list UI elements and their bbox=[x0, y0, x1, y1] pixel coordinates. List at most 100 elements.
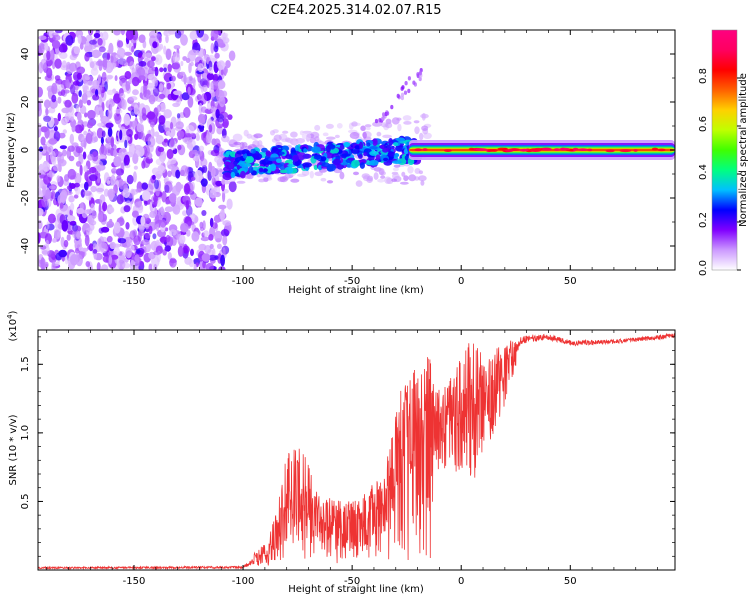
heatmap-cell bbox=[135, 188, 142, 193]
heatmap-cell bbox=[44, 189, 52, 200]
heatmap-cell bbox=[108, 255, 113, 265]
snr-series bbox=[38, 332, 675, 570]
heatmap-cell bbox=[43, 115, 52, 122]
heatmap-cell bbox=[206, 78, 210, 89]
heatmap-cell bbox=[65, 35, 74, 46]
heatmap-cell bbox=[117, 40, 124, 48]
y-tick-label: 0.5 bbox=[20, 493, 31, 509]
heatmap-cell bbox=[421, 125, 429, 131]
heatmap-cell bbox=[123, 205, 131, 213]
heatmap-cell bbox=[400, 92, 405, 98]
heatmap-cell bbox=[196, 30, 205, 38]
heatmap-cell bbox=[60, 189, 68, 201]
heatmap-cell bbox=[487, 149, 495, 152]
heatmap-cell bbox=[238, 160, 246, 167]
heatmap-cell bbox=[176, 130, 185, 139]
heatmap-cell bbox=[187, 221, 195, 226]
heatmap-cell bbox=[276, 158, 282, 163]
x-tick-label: 50 bbox=[564, 276, 577, 287]
heatmap-cell bbox=[198, 145, 205, 152]
heatmap-cell bbox=[144, 232, 151, 239]
heatmap-cell bbox=[221, 135, 230, 143]
heatmap-cell bbox=[58, 249, 68, 258]
heatmap-cell bbox=[181, 92, 190, 101]
heatmap-cell bbox=[158, 93, 166, 100]
heatmap-cell bbox=[210, 149, 220, 157]
heatmap-cell bbox=[42, 149, 47, 154]
heatmap-cell bbox=[216, 113, 225, 123]
heatmap-cell bbox=[185, 200, 189, 210]
heatmap-cell bbox=[248, 165, 254, 174]
heatmap-cell bbox=[393, 164, 401, 168]
heatmap-cell bbox=[172, 52, 181, 63]
heatmap-cell bbox=[183, 107, 191, 118]
heatmap-cell bbox=[182, 245, 190, 254]
heatmap-cell bbox=[341, 153, 351, 157]
heatmap-cell bbox=[302, 130, 312, 134]
heatmap-cell bbox=[168, 193, 177, 203]
heatmap-cell bbox=[362, 131, 367, 139]
heatmap-cell bbox=[134, 133, 139, 140]
heatmap-cell bbox=[230, 151, 237, 158]
heatmap-cell bbox=[179, 71, 186, 76]
heatmap-cell bbox=[89, 39, 98, 45]
heatmap-cell bbox=[131, 45, 135, 53]
heatmap-cell bbox=[201, 132, 205, 141]
x-tick-label: 50 bbox=[564, 576, 577, 587]
heatmap-cell bbox=[236, 180, 246, 184]
heatmap-cell bbox=[220, 180, 231, 185]
heatmap-cell bbox=[279, 176, 288, 183]
heatmap-cell bbox=[303, 148, 308, 153]
heatmap-cell bbox=[118, 180, 128, 190]
x-tick-label: 0 bbox=[458, 576, 464, 587]
heatmap-cell bbox=[258, 167, 264, 173]
heatmap-cell bbox=[72, 80, 80, 86]
heatmap-cell bbox=[326, 180, 334, 184]
heatmap-cell bbox=[109, 241, 116, 250]
heatmap-cell bbox=[110, 55, 114, 63]
heatmap-cell bbox=[134, 254, 140, 262]
heatmap-cell bbox=[52, 238, 57, 243]
heatmap-cell bbox=[326, 163, 336, 172]
heatmap-cell bbox=[216, 243, 222, 250]
heatmap-cell bbox=[170, 75, 176, 82]
heatmap-cell bbox=[58, 132, 66, 139]
heatmap-cell bbox=[577, 148, 589, 152]
heatmap-cell bbox=[407, 166, 414, 174]
heatmap-cell bbox=[51, 32, 59, 38]
heatmap-cell bbox=[71, 92, 79, 104]
heatmap-cell bbox=[91, 49, 101, 59]
heatmap-cell bbox=[188, 62, 192, 74]
heatmap-cell bbox=[188, 259, 195, 268]
heatmap-cell bbox=[241, 164, 249, 173]
heatmap-cell bbox=[66, 234, 71, 241]
heatmap-cell bbox=[142, 40, 147, 49]
heatmap-cell bbox=[189, 75, 193, 81]
heatmap-cell bbox=[74, 124, 84, 134]
heatmap-cell bbox=[228, 50, 236, 61]
heatmap-cell bbox=[87, 245, 92, 250]
heatmap-cell bbox=[40, 257, 45, 269]
heatmap-cell bbox=[38, 146, 44, 152]
heatmap-cell bbox=[418, 175, 427, 182]
heatmap-cell bbox=[369, 159, 379, 166]
heatmap-cell bbox=[559, 147, 571, 151]
heatmap-cell bbox=[141, 190, 151, 201]
heatmap-cell bbox=[173, 61, 181, 70]
heatmap-cell bbox=[137, 52, 142, 58]
y-tick-label: 1.5 bbox=[20, 356, 31, 372]
heatmap-cell bbox=[84, 181, 89, 191]
heatmap-cell bbox=[92, 249, 98, 254]
heatmap-cell bbox=[651, 147, 659, 151]
heatmap-cell bbox=[180, 34, 188, 46]
heatmap-cell bbox=[83, 190, 92, 196]
heatmap-cell bbox=[505, 149, 514, 153]
heatmap-cell bbox=[93, 32, 101, 39]
heatmap-cell bbox=[292, 154, 299, 162]
heatmap-cell bbox=[290, 131, 298, 138]
heatmap-cell bbox=[212, 222, 218, 229]
heatmap-cell bbox=[128, 146, 135, 157]
heatmap-cell bbox=[359, 162, 365, 169]
heatmap-cell bbox=[209, 81, 214, 94]
heatmap-cell bbox=[232, 133, 243, 142]
